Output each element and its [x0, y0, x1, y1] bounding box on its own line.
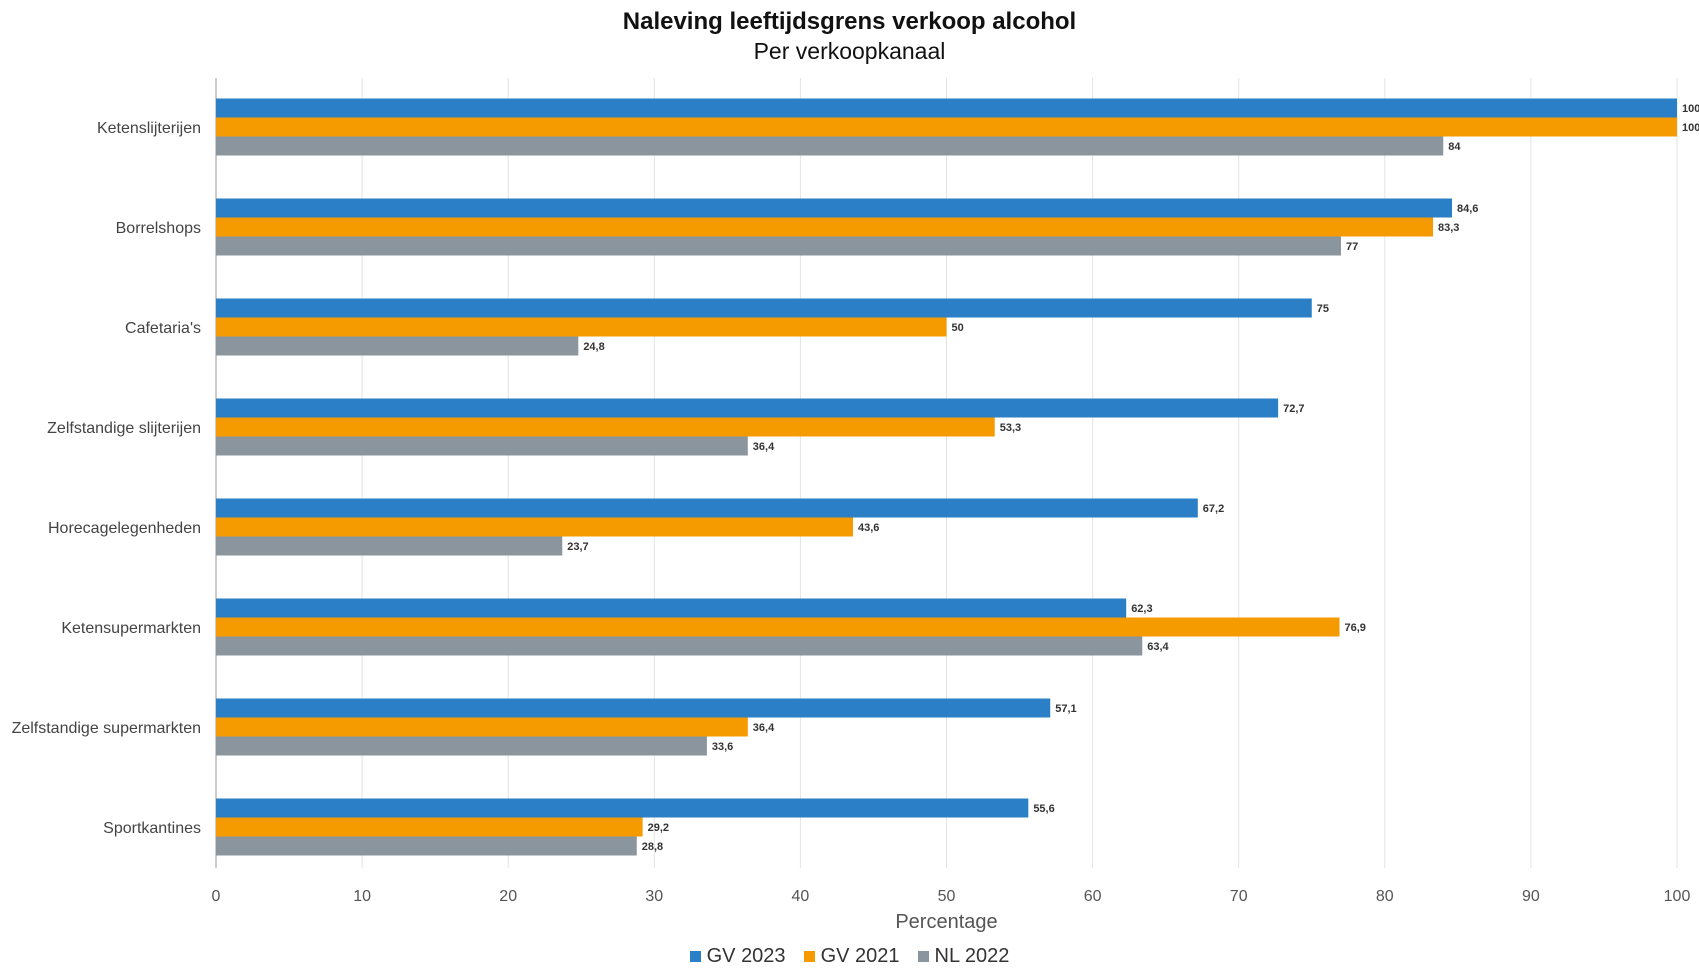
- bar: [216, 836, 637, 856]
- bar: [216, 136, 1444, 156]
- legend-label: NL 2022: [934, 945, 1010, 967]
- chart-title: Naleving leeftijdsgrens verkoop alcohol: [622, 8, 1077, 35]
- data-label: 33,6: [712, 741, 733, 753]
- bar: [216, 817, 643, 837]
- x-tick-label: 60: [1084, 888, 1102, 905]
- data-label: 72,7: [1283, 403, 1304, 415]
- data-label: 63,4: [1147, 641, 1169, 653]
- x-tick-label: 10: [353, 888, 371, 905]
- x-tick-label: 50: [938, 888, 956, 905]
- bar: [216, 236, 1341, 256]
- x-tick-label: 90: [1522, 888, 1540, 905]
- legend-swatch: [917, 951, 929, 962]
- legend-item: GV 2023: [689, 945, 786, 968]
- x-tick-label: 40: [792, 888, 810, 905]
- category-label: Zelfstandige slijterijen: [47, 420, 201, 437]
- data-label: 29,2: [648, 822, 669, 834]
- bar: [216, 436, 748, 456]
- bar: [216, 336, 579, 356]
- bar: [216, 798, 1029, 818]
- data-label: 77: [1346, 241, 1358, 253]
- data-label: 84,6: [1457, 203, 1478, 215]
- bar: [216, 736, 707, 756]
- legend-swatch: [689, 951, 701, 962]
- data-label: 53,3: [1000, 422, 1021, 434]
- bar: [216, 317, 947, 337]
- data-label: 100: [1682, 103, 1699, 115]
- bar: [216, 536, 563, 556]
- x-tick-label: 70: [1230, 888, 1248, 905]
- x-tick-label: 100: [1664, 888, 1691, 905]
- data-label: 84: [1448, 141, 1461, 153]
- legend-label: GV 2023: [706, 945, 786, 967]
- data-label: 100: [1682, 122, 1699, 134]
- x-axis-label: Percentage: [895, 911, 997, 933]
- bar: [216, 598, 1127, 618]
- data-label: 62,3: [1131, 603, 1152, 615]
- legend-label: GV 2021: [820, 945, 900, 967]
- legend-item: NL 2022: [917, 945, 1010, 968]
- data-label: 83,3: [1438, 222, 1459, 234]
- bar: [216, 498, 1198, 518]
- category-label: Horecagelegenheden: [48, 520, 201, 537]
- bar: [216, 398, 1279, 418]
- bar: [216, 717, 748, 737]
- category-label: Cafetaria's: [125, 320, 201, 337]
- data-label: 50: [952, 322, 964, 334]
- data-label: 28,8: [642, 841, 663, 853]
- bar: [216, 198, 1453, 218]
- bar: [216, 517, 853, 537]
- data-label: 24,8: [583, 341, 604, 353]
- category-label: Ketensupermarkten: [61, 620, 201, 637]
- bar: [216, 636, 1143, 656]
- category-label: Ketenslijterijen: [97, 120, 201, 137]
- bar: [216, 298, 1312, 318]
- bar-chart: 0 10 20 30 40 50 60 70 80 90 100 Percentage Ketensli…: [12, 78, 1699, 933]
- bar: [216, 117, 1677, 137]
- data-label: 43,6: [858, 522, 879, 534]
- data-label: 23,7: [567, 541, 588, 553]
- x-tick-label: 30: [645, 888, 663, 905]
- bar: [216, 617, 1340, 637]
- bar: [216, 417, 995, 437]
- data-label: 36,4: [753, 441, 775, 453]
- x-tick-label: 0: [212, 888, 221, 905]
- chart-subtitle: Per verkoopkanaal: [753, 38, 946, 64]
- data-label: 75: [1317, 303, 1329, 315]
- category-label: Zelfstandige supermarkten: [12, 720, 201, 737]
- bar: [216, 98, 1677, 118]
- data-label: 76,9: [1345, 622, 1366, 634]
- x-tick-label: 20: [499, 888, 517, 905]
- legend-swatch: [803, 951, 815, 962]
- category-label: Borrelshops: [116, 220, 201, 237]
- legend-item: GV 2021: [803, 945, 900, 968]
- chart-legend: GV 2023 GV 2021 NL 2022: [0, 945, 1699, 968]
- category-label: Sportkantines: [103, 820, 201, 837]
- bar: [216, 217, 1434, 237]
- data-label: 57,1: [1055, 703, 1076, 715]
- data-label: 55,6: [1033, 803, 1054, 815]
- bar: [216, 698, 1051, 718]
- data-label: 36,4: [753, 722, 775, 734]
- data-label: 67,2: [1203, 503, 1224, 515]
- x-tick-label: 80: [1376, 888, 1394, 905]
